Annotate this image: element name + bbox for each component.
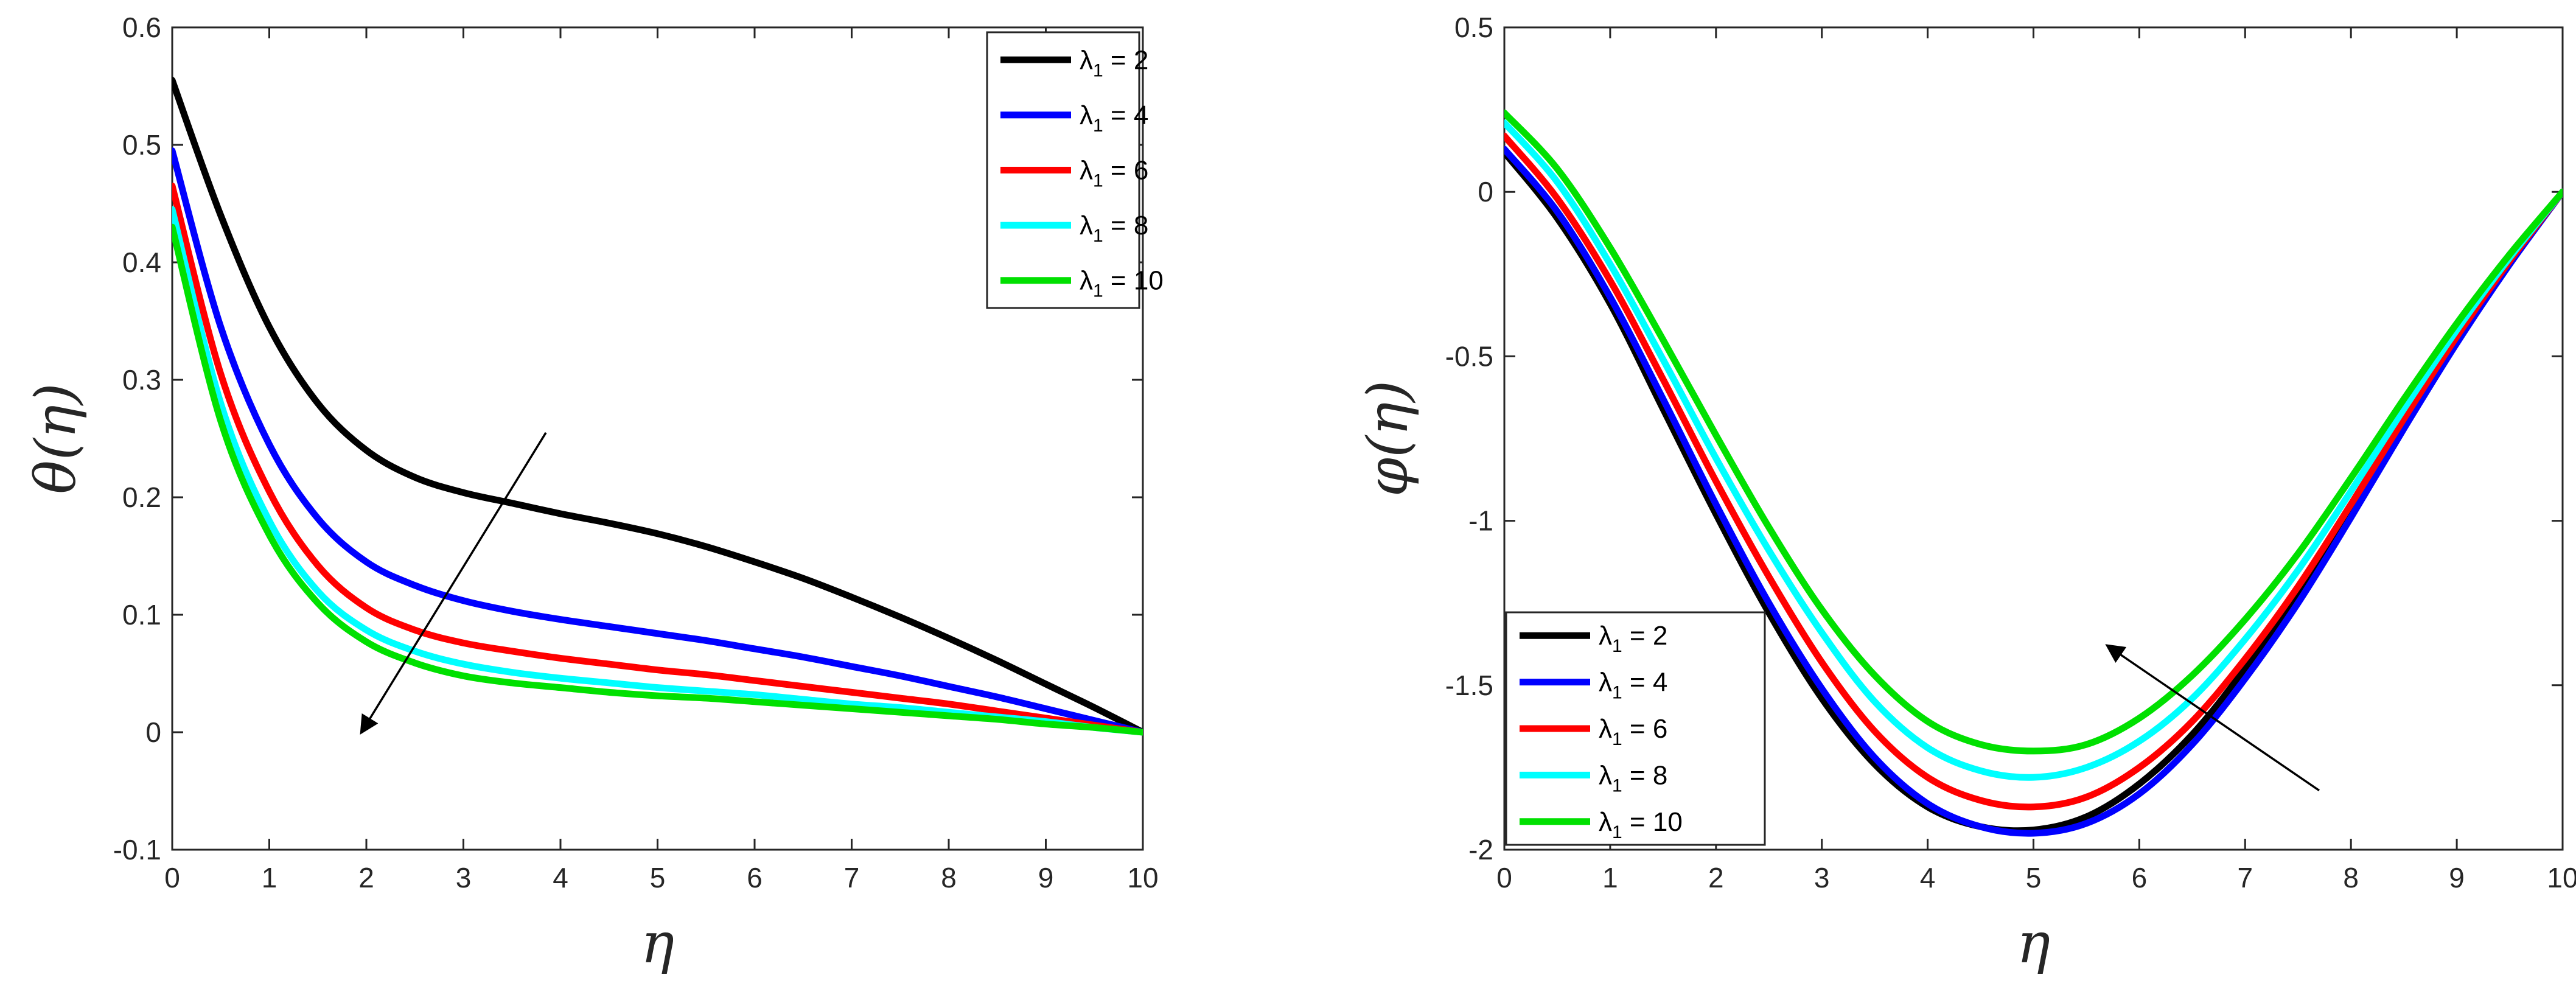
x-tick-label: 3 [456,862,472,894]
y-axis-label: θ(η) [23,383,88,494]
y-tick-label: 0.2 [122,481,161,513]
phi-chart: 0 1 2 3 4 5 6 7 8 9 10-2-1.5-1-0.500.5ηφ(η)λ1 = 2λ… [1355,12,2576,976]
theta-chart: 0 1 2 3 4 5 6 7 8 9 10-0.100.10.20.30.40.50.6ηθ(η)… [23,12,1164,976]
x-tick-label: 4 [553,862,568,894]
x-tick-label: 5 [650,862,666,894]
x-tick-label: 7 [2238,862,2253,894]
y-tick-label: -1 [1468,505,1493,537]
legend-label-lambda-4: λ1 = 4 [1080,100,1148,136]
legend-label-lambda-6: λ1 = 6 [1599,714,1667,749]
x-tick-label: 6 [2132,862,2148,894]
y-tick-label: 0 [145,716,161,748]
x-tick-label: 0 [164,862,180,894]
trend-arrow [2105,644,2320,792]
legend-label-lambda-6: λ1 = 6 [1080,156,1148,191]
legend-label-lambda-8: λ1 = 8 [1080,211,1148,246]
y-tick-label: 0.5 [1454,12,1493,43]
x-tick-label: 9 [1038,862,1054,894]
x-tick-label: 8 [2343,862,2359,894]
series-line-lambda-10 [1504,110,2563,755]
y-tick-label: -0.1 [113,834,161,866]
legend-label-lambda-8: λ1 = 8 [1599,760,1667,796]
x-tick-label: 6 [747,862,763,894]
legend-label-lambda-2: λ1 = 2 [1599,621,1667,656]
y-tick-label: 0.3 [122,364,161,396]
y-tick-label: 0.4 [122,247,161,278]
y-tick-label: 0.6 [122,12,161,43]
legend: λ1 = 2 λ1 = 4 λ1 = 6 λ1 = 8 λ1 = 10 [1505,611,1766,846]
x-tick-label: 10 [1127,862,1158,894]
x-tick-label: 0 [1496,862,1512,894]
series-line-lambda-8 [1504,119,2563,781]
x-tick-label: 10 [2547,862,2576,894]
x-tick-label: 1 [1602,862,1618,894]
series-line-lambda-6 [1504,132,2563,811]
legend-label-lambda-2: λ1 = 2 [1080,45,1148,80]
y-tick-label: 0.5 [122,129,161,161]
series-line-lambda-4 [1504,145,2563,837]
x-tick-label: 2 [358,862,374,894]
y-tick-label: -2 [1468,834,1493,866]
legend-label-lambda-10: λ1 = 10 [1599,807,1683,842]
y-tick-label: 0 [1478,176,1493,208]
x-tick-label: 8 [941,862,957,894]
series-line-lambda-2 [172,77,1143,736]
x-tick-label: 9 [2449,862,2465,894]
series-line-lambda-4 [172,147,1143,736]
x-tick-label: 3 [1814,862,1830,894]
x-tick-label: 4 [1920,862,1936,894]
x-axis-label: η [2017,911,2050,976]
x-tick-label: 1 [262,862,277,894]
x-axis-label: η [641,911,674,976]
y-tick-label: -0.5 [1445,340,1493,372]
series-line-lambda-6 [172,183,1143,736]
y-tick-label: -1.5 [1445,670,1493,701]
y-axis-label: φ(η) [1355,380,1420,497]
legend-label-lambda-4: λ1 = 4 [1599,668,1667,703]
y-tick-label: 0.1 [122,599,161,631]
x-tick-label: 5 [2026,862,2042,894]
series-line-lambda-10 [172,223,1143,736]
legend: λ1 = 2 λ1 = 4 λ1 = 6 λ1 = 8 λ1 = 10 [986,31,1164,309]
x-tick-label: 7 [844,862,860,894]
x-tick-label: 2 [1708,862,1724,894]
trend-arrow [360,432,547,735]
legend-label-lambda-10: λ1 = 10 [1080,266,1164,301]
